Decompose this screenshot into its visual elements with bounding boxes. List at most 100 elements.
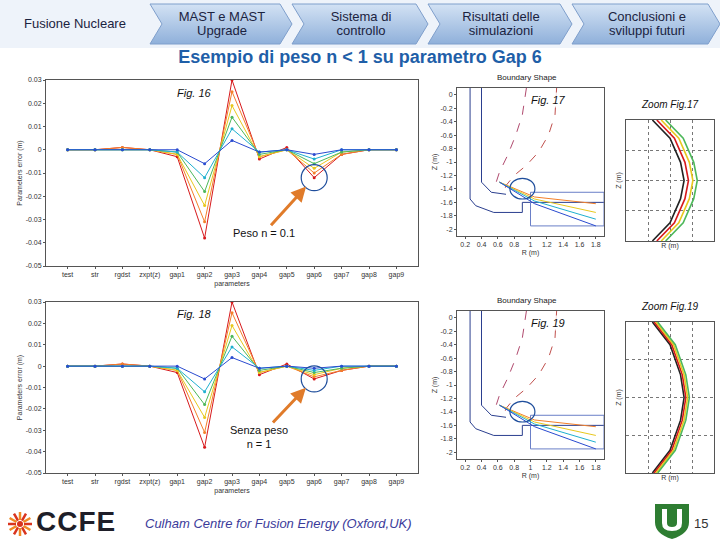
svg-text:-1.4: -1.4 [441, 185, 453, 192]
svg-text:-0.4: -0.4 [441, 341, 453, 348]
svg-text:Fig. 18: Fig. 18 [177, 308, 212, 320]
svg-text:0.4: 0.4 [477, 464, 487, 471]
svg-text:-0.4: -0.4 [441, 118, 453, 125]
svg-text:Peso n = 0.1: Peso n = 0.1 [233, 227, 295, 239]
svg-text:0: 0 [38, 146, 42, 153]
svg-text:str: str [91, 478, 99, 485]
svg-text:-1.8: -1.8 [441, 212, 453, 219]
svg-text:Zoom Fig.17: Zoom Fig.17 [641, 99, 699, 110]
svg-text:-0.04: -0.04 [26, 448, 42, 455]
svg-text:0: 0 [449, 314, 453, 321]
svg-text:gap6: gap6 [306, 478, 322, 486]
svg-text:-0.03: -0.03 [26, 427, 42, 434]
svg-text:-2: -2 [446, 449, 452, 456]
svg-text:1.4: 1.4 [558, 464, 568, 471]
svg-text:-0.2: -0.2 [441, 328, 453, 335]
svg-text:R (m): R (m) [522, 472, 540, 480]
svg-text:Z (m): Z (m) [615, 389, 623, 406]
svg-text:0.02: 0.02 [28, 100, 42, 107]
svg-text:gap6: gap6 [306, 271, 322, 279]
svg-text:Zoom Fig.19: Zoom Fig.19 [641, 301, 699, 312]
svg-text:1.6: 1.6 [575, 464, 585, 471]
svg-text:1.4: 1.4 [558, 241, 568, 248]
svg-text:-0.8: -0.8 [441, 145, 453, 152]
svg-text:Fig. 16: Fig. 16 [177, 87, 212, 99]
svg-text:gap2: gap2 [197, 478, 213, 486]
svg-text:1.2: 1.2 [542, 241, 552, 248]
svg-text:gap8: gap8 [361, 478, 377, 486]
svg-text:-0.01: -0.01 [26, 169, 42, 176]
svg-text:0.6: 0.6 [493, 464, 503, 471]
svg-text:R (m): R (m) [522, 249, 540, 257]
svg-text:0.03: 0.03 [28, 298, 42, 305]
svg-text:1.2: 1.2 [542, 464, 552, 471]
svg-text:test: test [62, 478, 73, 485]
svg-text:1.6: 1.6 [575, 241, 585, 248]
svg-text:0.6: 0.6 [493, 241, 503, 248]
svg-text:parameters: parameters [214, 280, 250, 288]
svg-text:-0.02: -0.02 [26, 405, 42, 412]
svg-text:zxpt(z): zxpt(z) [139, 478, 160, 486]
svg-text:0.8: 0.8 [509, 241, 519, 248]
svg-text:gap4: gap4 [252, 271, 268, 279]
svg-text:Boundary Shape: Boundary Shape [497, 296, 557, 305]
svg-text:0.01: 0.01 [28, 123, 42, 130]
svg-text:1: 1 [529, 464, 533, 471]
svg-text:0.8: 0.8 [509, 464, 519, 471]
svg-text:parameters: parameters [214, 487, 250, 495]
svg-text:0.2: 0.2 [460, 464, 470, 471]
svg-text:-1.8: -1.8 [441, 435, 453, 442]
svg-text:1: 1 [529, 241, 533, 248]
svg-text:gap2: gap2 [197, 271, 213, 279]
svg-text:-1: -1 [446, 381, 452, 388]
svg-text:gap9: gap9 [389, 271, 405, 279]
svg-text:gap9: gap9 [389, 478, 405, 486]
svg-text:-1.6: -1.6 [441, 199, 453, 206]
svg-text:-0.03: -0.03 [26, 216, 42, 223]
svg-text:gap7: gap7 [334, 271, 350, 279]
svg-text:-1: -1 [446, 158, 452, 165]
svg-text:gap7: gap7 [334, 478, 350, 486]
svg-text:Boundary Shape: Boundary Shape [497, 73, 557, 82]
svg-text:test: test [62, 271, 73, 278]
svg-text:gap5: gap5 [279, 478, 295, 486]
svg-text:R (m): R (m) [661, 242, 679, 250]
svg-text:-0.04: -0.04 [26, 239, 42, 246]
svg-text:Parameters error (m): Parameters error (m) [16, 140, 24, 205]
svg-text:0.03: 0.03 [28, 76, 42, 83]
svg-text:gap5: gap5 [279, 271, 295, 279]
svg-text:0: 0 [449, 91, 453, 98]
svg-text:gap1: gap1 [169, 478, 185, 486]
svg-text:gap3: gap3 [224, 478, 240, 486]
svg-text:zxpt(z): zxpt(z) [139, 271, 160, 279]
svg-text:gap3: gap3 [224, 271, 240, 279]
svg-text:Fig. 19: Fig. 19 [531, 317, 565, 329]
svg-text:-1.2: -1.2 [441, 172, 453, 179]
svg-text:0.4: 0.4 [477, 241, 487, 248]
svg-text:-0.8: -0.8 [441, 368, 453, 375]
svg-text:-1.4: -1.4 [441, 408, 453, 415]
svg-text:rgdst: rgdst [115, 271, 131, 279]
svg-text:0.2: 0.2 [460, 241, 470, 248]
svg-text:-0.6: -0.6 [441, 355, 453, 362]
svg-text:gap8: gap8 [361, 271, 377, 279]
svg-text:Parameters error (m): Parameters error (m) [16, 355, 24, 420]
svg-text:Senza peson = 1: Senza peson = 1 [230, 424, 288, 450]
svg-text:0.01: 0.01 [28, 341, 42, 348]
svg-text:-0.05: -0.05 [26, 469, 42, 476]
svg-text:0.02: 0.02 [28, 320, 42, 327]
svg-text:-1.2: -1.2 [441, 395, 453, 402]
svg-text:-0.2: -0.2 [441, 105, 453, 112]
svg-text:-0.6: -0.6 [441, 132, 453, 139]
svg-text:Z (m): Z (m) [431, 154, 439, 171]
svg-text:Z (m): Z (m) [615, 172, 623, 189]
svg-text:1.8: 1.8 [591, 241, 601, 248]
svg-text:1.8: 1.8 [591, 464, 601, 471]
svg-text:rgdst: rgdst [115, 478, 131, 486]
svg-text:-0.01: -0.01 [26, 384, 42, 391]
svg-text:gap4: gap4 [252, 478, 268, 486]
svg-text:R (m): R (m) [661, 474, 679, 482]
svg-text:-1.6: -1.6 [441, 422, 453, 429]
svg-text:Z (m): Z (m) [431, 377, 439, 394]
svg-text:-0.05: -0.05 [26, 262, 42, 269]
